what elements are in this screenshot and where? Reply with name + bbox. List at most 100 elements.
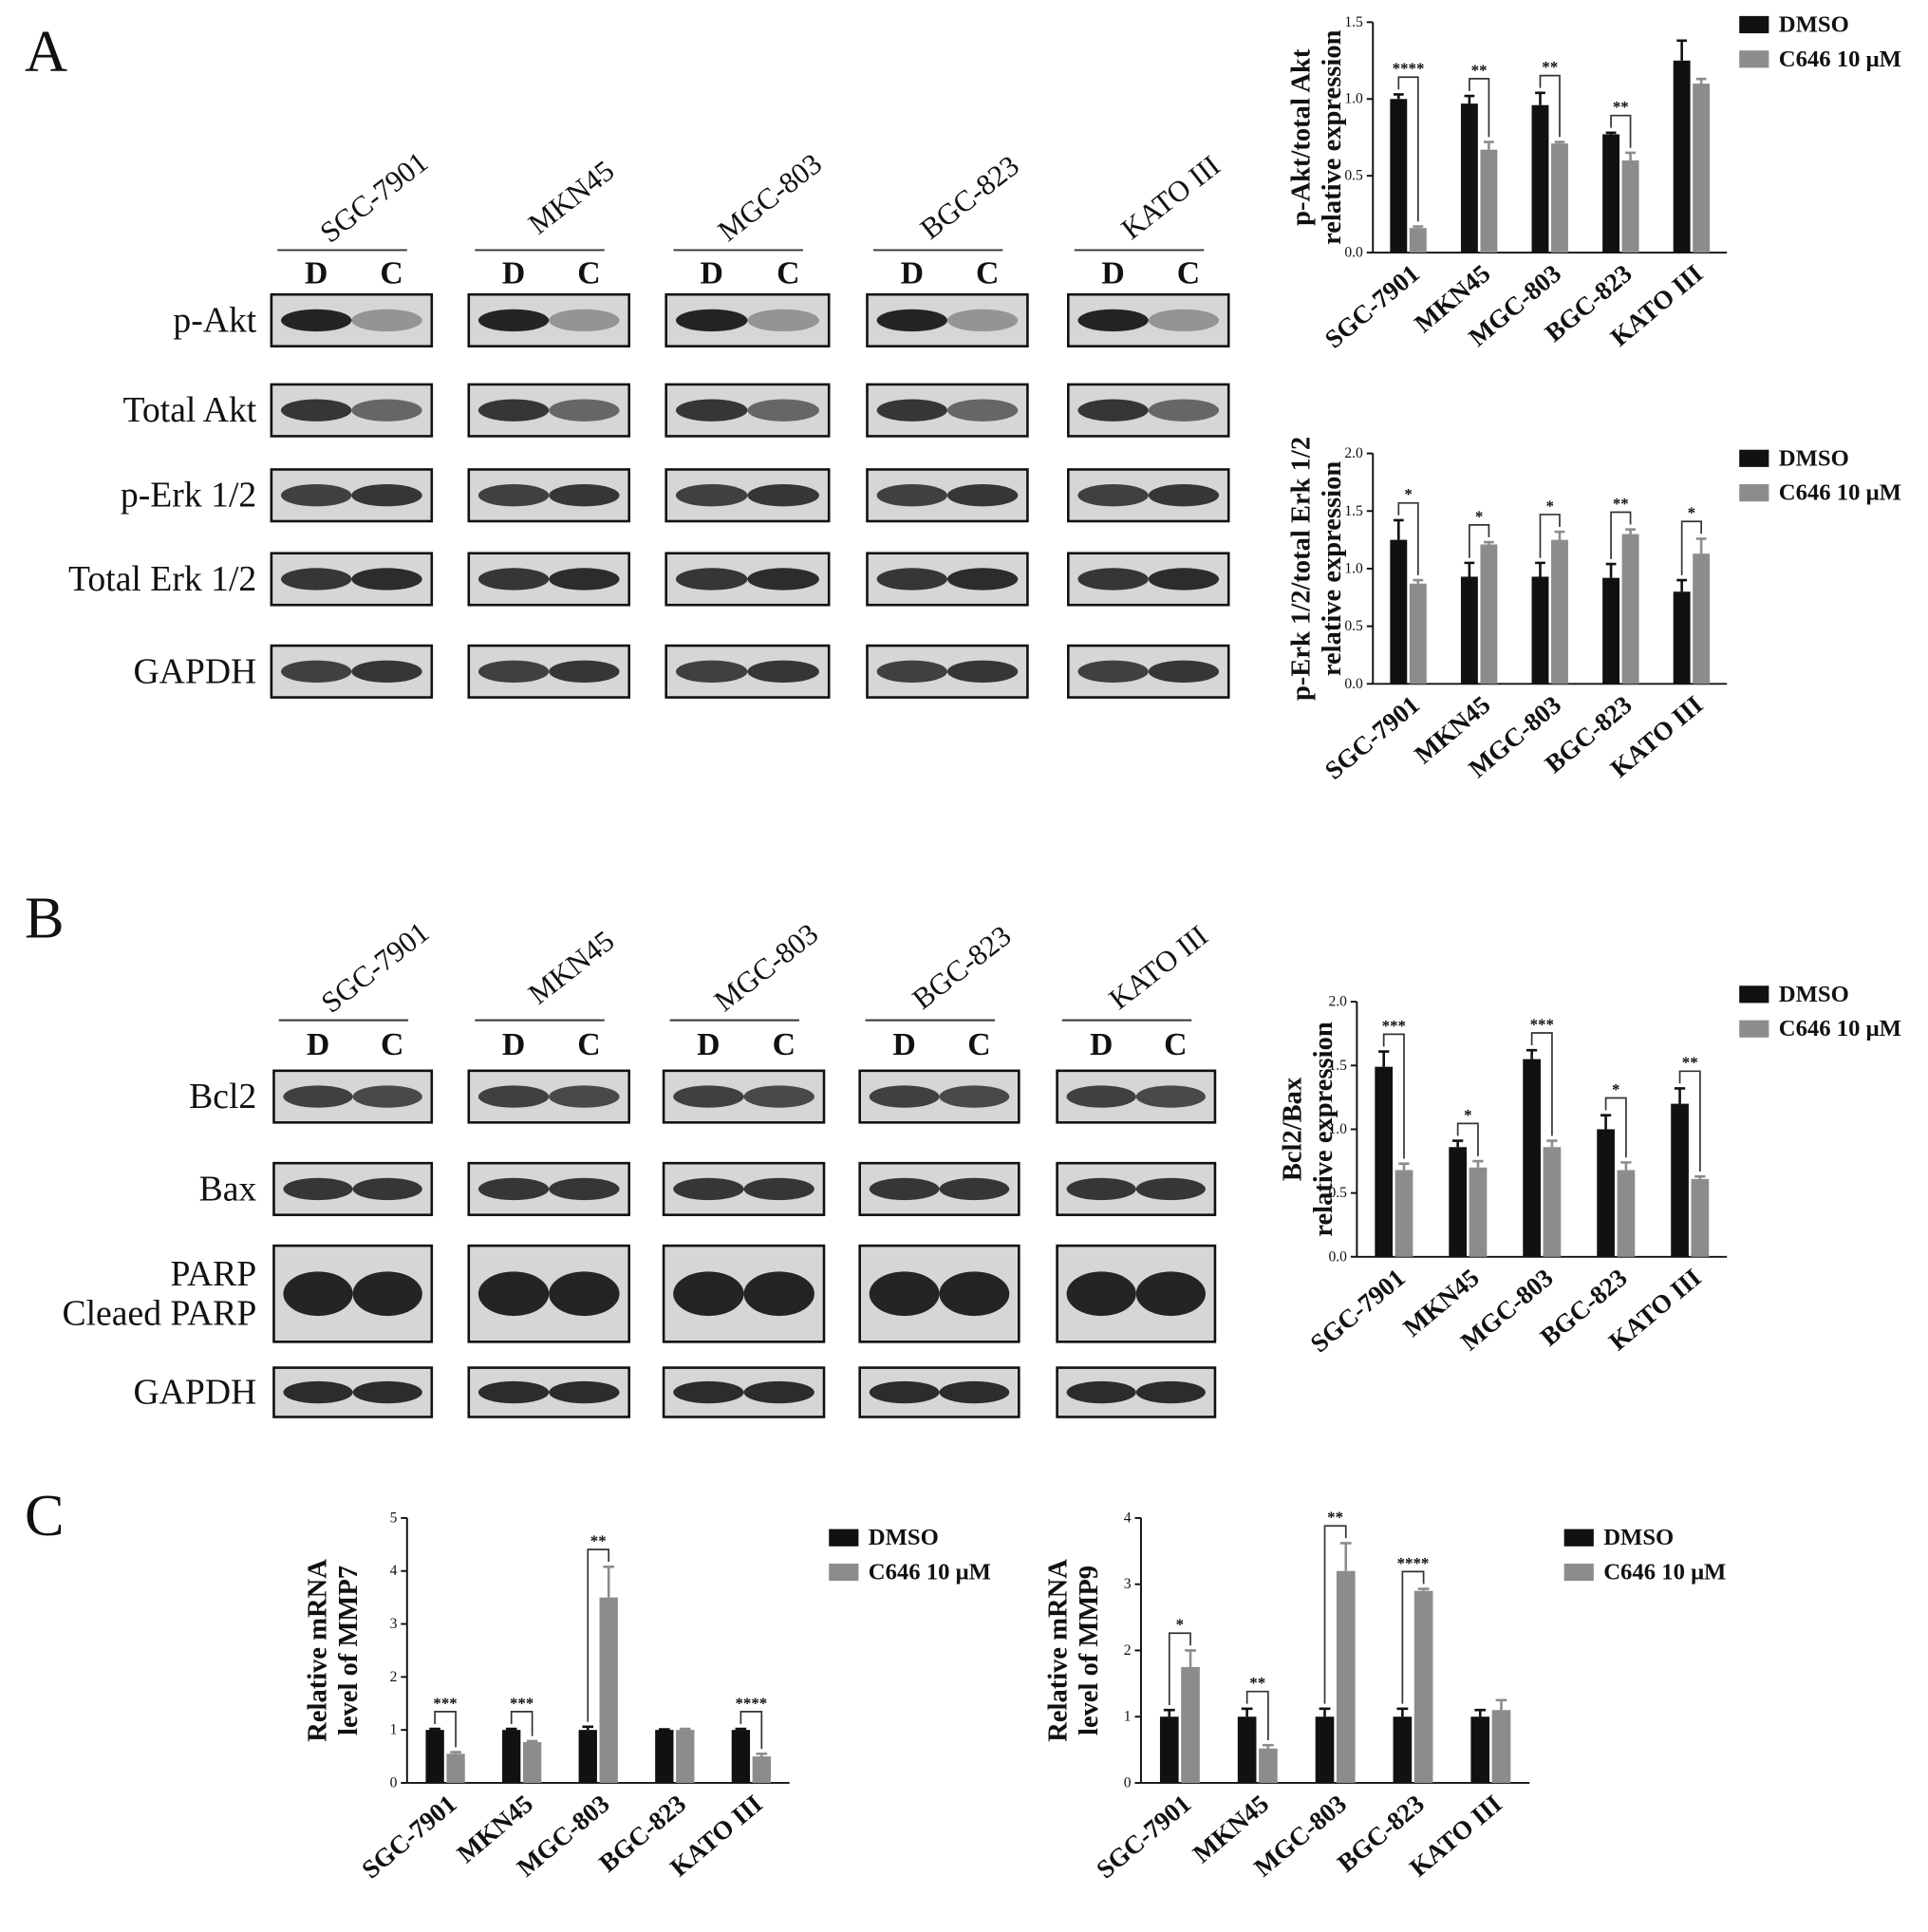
error-bar — [1605, 131, 1617, 135]
y-tick-label: 0.0 — [1344, 676, 1363, 692]
x-tick-label: SGC-7901 — [1091, 1790, 1196, 1885]
bar — [752, 1756, 771, 1783]
error-bar — [582, 1725, 594, 1731]
protein-label: Total Akt — [123, 390, 257, 430]
blot-band — [1077, 399, 1149, 422]
error-bar — [1695, 77, 1707, 84]
blot-band — [549, 1085, 620, 1108]
blot-band — [352, 1085, 422, 1108]
blot-band — [747, 484, 819, 507]
y-tick-label: 4 — [1124, 1510, 1132, 1526]
bar — [1673, 60, 1691, 253]
y-axis-label: Relative mRNA — [1043, 1559, 1073, 1742]
lane-label: C — [777, 256, 799, 291]
blot-band — [351, 568, 422, 591]
lane-label: D — [892, 1027, 915, 1062]
blot-band — [352, 1380, 422, 1404]
blot-band — [876, 660, 947, 683]
bar — [1480, 544, 1498, 685]
blot-band — [283, 1085, 353, 1108]
sig-bracket — [1530, 1032, 1553, 1136]
sig-bracket — [1610, 114, 1632, 148]
blot-band — [352, 1271, 422, 1317]
legend-label: C646 10 μM — [1779, 47, 1901, 72]
error-bar — [603, 1565, 614, 1598]
blot-band — [1066, 1177, 1136, 1201]
sig-bracket — [1539, 514, 1561, 558]
legend-label: DMSO — [1779, 982, 1849, 1007]
legend-swatch — [1563, 1563, 1594, 1582]
lane-label: C — [381, 1027, 403, 1062]
y-tick-label: 1 — [1124, 1709, 1132, 1725]
sig-label: ** — [1249, 1674, 1265, 1692]
bar — [1409, 583, 1427, 685]
error-bar — [756, 1752, 768, 1757]
bar — [1491, 1710, 1511, 1783]
legend-swatch — [1563, 1529, 1594, 1547]
bar — [1531, 104, 1549, 253]
blot-band — [939, 1380, 1010, 1404]
lane-label: D — [502, 256, 525, 291]
sig-label: *** — [433, 1694, 457, 1712]
error-bar — [450, 1751, 461, 1754]
sig-label: ** — [1471, 61, 1488, 79]
blot-band — [876, 568, 947, 591]
protein-label: p-Erk 1/2 — [121, 476, 256, 516]
sig-bracket — [1401, 1570, 1425, 1704]
blot-band — [351, 399, 422, 422]
sig-bracket — [1168, 1632, 1191, 1706]
lane-label: C — [577, 256, 600, 291]
bar — [1551, 143, 1568, 253]
blot-band — [675, 309, 748, 332]
y-tick-label: 5 — [390, 1510, 398, 1526]
bar — [1691, 1178, 1710, 1257]
error-bar — [1535, 91, 1545, 105]
y-tick-label: 0.5 — [1344, 618, 1363, 634]
x-tick-label: SGC-7901 — [1305, 1263, 1411, 1358]
protein-label: GAPDH — [133, 1373, 256, 1413]
sig-bracket — [1469, 524, 1490, 558]
lane-label: D — [1101, 256, 1124, 291]
bar — [1693, 553, 1711, 685]
bar — [1671, 1103, 1689, 1257]
blot-band — [675, 484, 748, 507]
blot-band — [673, 1177, 744, 1201]
blot-band — [869, 1177, 940, 1201]
blot-band — [946, 484, 1019, 507]
cell-line-label: MGC-803 — [708, 917, 825, 1018]
sig-label: * — [1475, 507, 1483, 525]
blot-band — [281, 399, 352, 422]
y-tick-label: 4 — [390, 1563, 398, 1579]
x-tick-label: SGC-7901 — [1320, 690, 1425, 785]
legend-swatch — [1739, 15, 1769, 34]
y-tick-label: 1.0 — [1344, 560, 1363, 576]
sig-bracket — [1678, 1070, 1701, 1172]
cell-line-label: MKN45 — [522, 154, 620, 240]
blot-band — [281, 660, 352, 683]
blot-band — [675, 660, 748, 683]
sig-label: **** — [1397, 1554, 1430, 1572]
bar — [1159, 1716, 1179, 1783]
bar — [578, 1730, 597, 1783]
sig-label: ** — [590, 1532, 607, 1550]
y-tick-label: 1.5 — [1328, 1058, 1347, 1074]
bar — [1602, 577, 1620, 685]
error-bar — [1378, 1050, 1390, 1067]
sig-bracket — [1456, 1122, 1479, 1156]
blot-band — [477, 1380, 550, 1404]
error-bar — [1474, 1708, 1487, 1717]
sig-label: * — [1612, 1080, 1619, 1098]
y-axis-label: level of MMP7 — [334, 1566, 364, 1735]
bar — [1336, 1570, 1356, 1783]
sig-label: * — [1464, 1106, 1471, 1124]
bar — [1460, 576, 1478, 685]
sig-bracket — [587, 1548, 610, 1722]
cell-line-label: SGC-7901 — [315, 915, 436, 1020]
lane-label: D — [307, 1027, 329, 1062]
y-axis-label: relative expression — [1318, 29, 1347, 244]
blot-band — [281, 309, 352, 332]
cell-line-label: BGC-823 — [914, 149, 1025, 246]
sig-label: ** — [1542, 58, 1558, 76]
blot-band — [1135, 1085, 1206, 1108]
error-bar — [429, 1727, 440, 1731]
